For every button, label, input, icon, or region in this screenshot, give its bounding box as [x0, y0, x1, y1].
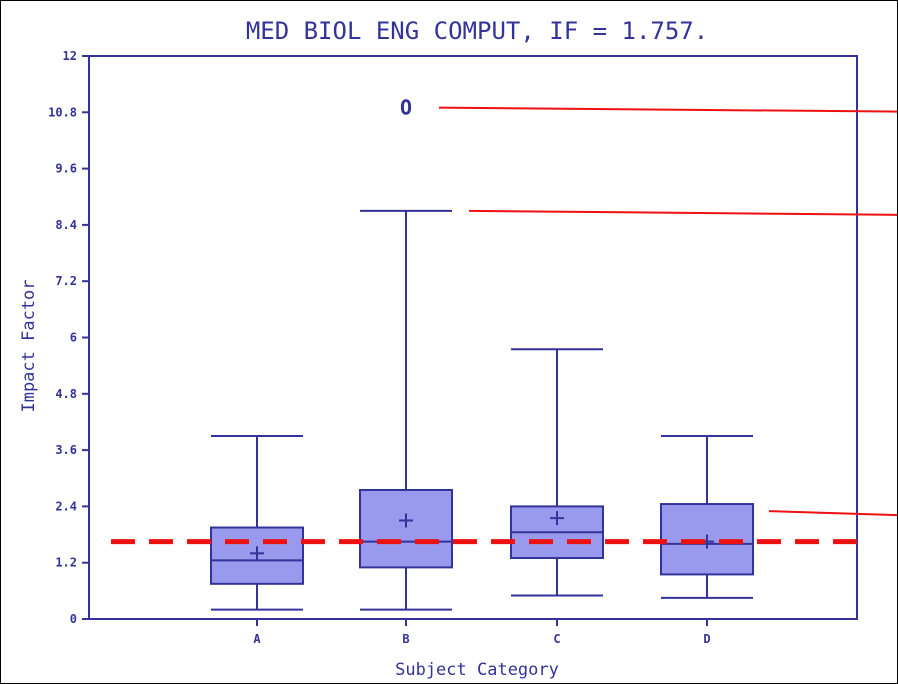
outlier-marker: O	[400, 96, 412, 120]
y-tick-label: 7.2	[55, 274, 77, 288]
boxes: O	[210, 96, 754, 611]
x-tick-label: D	[703, 632, 710, 646]
y-tick-label: 3.6	[55, 443, 77, 457]
y-axis-label: Impact Factor	[19, 279, 39, 412]
x-tick-label: B	[402, 632, 409, 646]
y-axis: 0 1.2 2.4 3.6 4.8 6 7.2 8.4 9.6 10.8 12	[48, 49, 89, 626]
y-tick-label: 10.8	[48, 105, 77, 119]
annotation-line	[438, 106, 897, 113]
x-tick-label: C	[553, 632, 560, 646]
box-B: O	[359, 96, 453, 611]
box-C	[510, 348, 604, 597]
y-tick-label: 2.4	[55, 499, 77, 513]
y-tick-label: 9.6	[55, 162, 77, 176]
box-A	[210, 435, 304, 611]
box-D	[660, 435, 754, 599]
y-tick-label: 4.8	[55, 387, 77, 401]
x-tick-label: A	[253, 632, 261, 646]
box-body	[359, 488, 453, 569]
annotation-line	[468, 209, 897, 216]
annotation-lines	[438, 106, 897, 517]
y-tick-label: 1.2	[55, 556, 77, 570]
chart-title: MED BIOL ENG COMPUT, IF = 1.757.	[246, 17, 708, 45]
annotation-line	[768, 510, 897, 517]
y-tick-label: 0	[70, 612, 77, 626]
y-tick-label: 8.4	[55, 218, 77, 232]
y-tick-label: 12	[63, 49, 77, 63]
x-axis-label: Subject Category	[395, 660, 559, 680]
x-axis: A B C D	[253, 619, 711, 646]
y-tick-label: 6	[70, 331, 77, 345]
